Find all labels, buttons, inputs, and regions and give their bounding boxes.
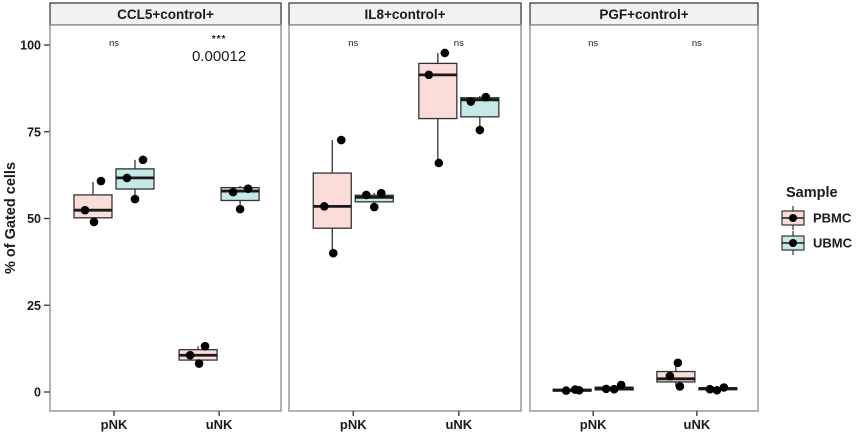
data-point (138, 155, 148, 165)
data-point (665, 371, 675, 381)
data-point (424, 70, 434, 80)
data-point (328, 248, 338, 258)
significance-label: ns (454, 38, 464, 49)
facet-title: CCL5+control+ (117, 7, 214, 22)
data-point (475, 125, 485, 135)
boxplot-box-unk-pbmc (178, 341, 218, 368)
data-point (130, 194, 140, 204)
y-axis-title: % of Gated cells (3, 162, 19, 274)
significance-label: ns (692, 38, 702, 49)
boxplot-box-pnk-pbmc (312, 135, 352, 258)
data-point (80, 205, 90, 215)
boxplot-box-pnk-pbmc (552, 385, 592, 395)
boxplot-box-pnk-ubmc (115, 155, 155, 204)
legend: Sample PBMC UBMC (781, 185, 853, 255)
legend-glyph-point (789, 214, 797, 222)
data-point (561, 386, 571, 395)
data-point (601, 384, 611, 394)
data-point (194, 359, 204, 368)
significance-stars: *** (212, 34, 227, 45)
data-point (440, 48, 450, 58)
x-axis-label: uNK (445, 417, 472, 432)
data-point (481, 92, 491, 102)
data-point (200, 341, 210, 351)
data-point (675, 382, 685, 391)
legend-key-pbmc: PBMC (781, 206, 852, 230)
significance-label: ns (588, 38, 598, 49)
data-point (434, 158, 444, 168)
facet-title: PGF+control+ (599, 7, 688, 22)
y-axis-tick-label: 75 (27, 125, 41, 139)
data-point (319, 202, 329, 211)
legend-glyph-point (789, 239, 797, 247)
boxplot-box-pnk-ubmc (594, 380, 634, 394)
data-point (336, 135, 346, 145)
box-iqr (418, 62, 458, 120)
data-point (609, 384, 619, 394)
box-iqr (312, 172, 352, 229)
data-point (243, 184, 253, 193)
y-axis-tick-label: 25 (27, 299, 41, 313)
data-point (712, 385, 722, 395)
boxplot-box-unk-pbmc (418, 48, 458, 168)
boxplot-box-pnk-ubmc (354, 188, 394, 212)
data-point (705, 384, 715, 394)
significance-label: ns (348, 38, 358, 49)
data-point (376, 188, 386, 198)
data-point (228, 187, 238, 197)
legend-label: PBMC (813, 211, 852, 226)
data-point (96, 176, 106, 186)
x-axis-label: pNK (580, 417, 607, 432)
boxplot-box-unk-pbmc (656, 358, 696, 391)
x-axis-label: uNK (206, 417, 233, 432)
facet-panel: PGF+control+ pNK uNK ns ns (529, 2, 759, 432)
legend-label: UBMC (813, 236, 853, 251)
y-axis-tick-label: 100 (20, 39, 41, 53)
data-point (89, 217, 99, 227)
boxplot-box-pnk-pbmc (73, 176, 113, 227)
data-point (466, 97, 476, 106)
data-point (719, 383, 729, 392)
x-axis-label: pNK (101, 417, 128, 432)
significance-label: ns (109, 38, 119, 49)
facet-panel: CCL5+control+ pNK uNK ns *** 0.00012 (49, 2, 282, 432)
data-point (616, 380, 626, 390)
x-axis-label: pNK (340, 417, 367, 432)
box-iqr (656, 370, 696, 383)
data-point (122, 173, 132, 183)
data-point (369, 202, 379, 212)
data-point (361, 190, 371, 200)
data-point (673, 358, 683, 368)
legend-title: Sample (786, 185, 838, 201)
x-axis-label: uNK (684, 417, 711, 432)
boxplot-box-unk-ubmc (698, 383, 738, 395)
facet-panel: IL8+control+ pNK uNK ns ns (288, 2, 522, 432)
data-point (574, 385, 584, 395)
boxplot-box-unk-ubmc (460, 92, 500, 135)
significance-p-value: 0.00012 (192, 48, 246, 65)
legend-key-ubmc: UBMC (781, 231, 853, 255)
boxplot-box-unk-ubmc (220, 184, 260, 214)
box-iqr (73, 194, 113, 219)
facet-title: IL8+control+ (364, 7, 445, 22)
box-iqr (220, 186, 260, 202)
data-point (185, 350, 195, 360)
data-point (235, 204, 245, 214)
panel-background (529, 24, 759, 412)
y-axis-tick-label: 0 (34, 386, 41, 400)
y-axis-tick-label: 50 (27, 212, 41, 226)
